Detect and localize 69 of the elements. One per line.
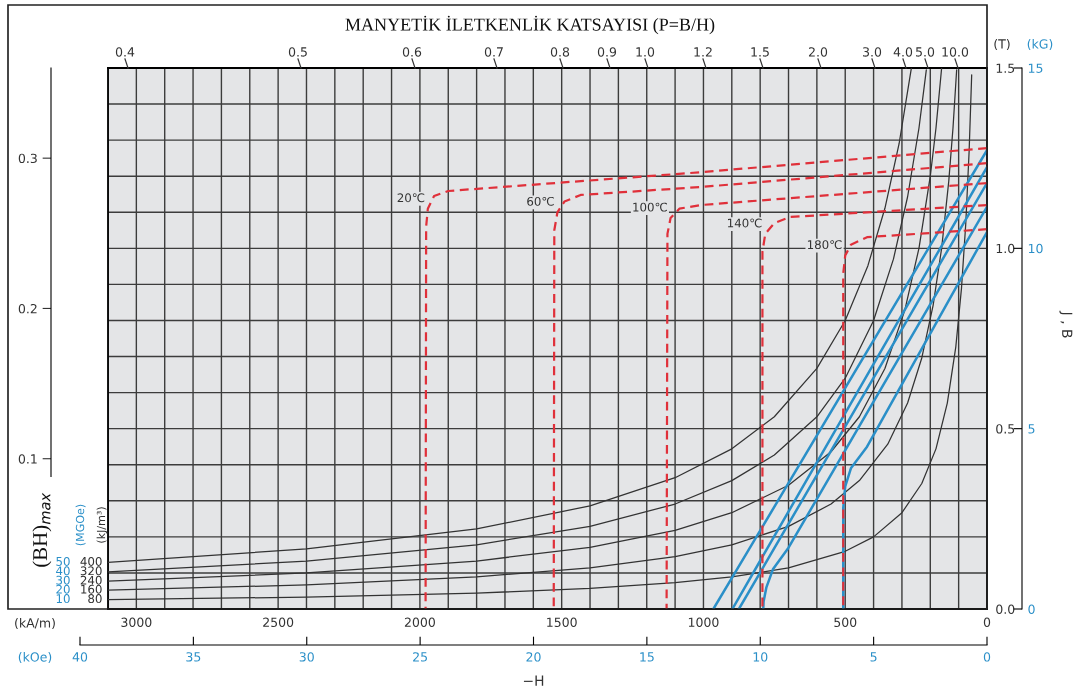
text: 20 xyxy=(56,584,70,594)
text: 10 xyxy=(56,594,70,604)
x2-tick-label: 30 xyxy=(299,652,314,662)
chart-title: MANYETİK İLETKENLİK KATSAYISI (P=B/H) xyxy=(345,15,715,35)
text: 1.5 xyxy=(751,47,769,57)
series-label: 400 xyxy=(80,556,102,566)
text: 0.9 xyxy=(597,47,617,57)
x-tick-label: 1000 xyxy=(688,617,719,628)
y2-tick-label: 5 xyxy=(1028,424,1035,434)
y-tick-label: 1.0 xyxy=(996,243,1015,254)
series-label: 180℃ xyxy=(807,240,842,250)
x-tick-label: 2500 xyxy=(263,617,294,628)
text: (BH)$_{max}$ xyxy=(32,492,52,567)
line-series xyxy=(665,181,987,609)
y3-tick-label: 0.3 xyxy=(18,153,37,164)
x2-tick-label: 20 xyxy=(526,652,541,662)
text: 30 xyxy=(56,575,70,585)
text: 40 xyxy=(56,566,70,576)
line-series xyxy=(424,146,987,609)
x2-tick-label: 5 xyxy=(870,652,877,662)
x-tick-label: 3000 xyxy=(121,617,152,628)
text: 3.0 xyxy=(863,47,882,57)
x-tick-label: 500 xyxy=(834,617,857,628)
text: 10.0 xyxy=(942,47,969,57)
y2-tick-label: 10 xyxy=(1028,243,1043,254)
text: (MGOe) xyxy=(75,504,86,546)
series-label: 60℃ xyxy=(527,196,554,206)
text: (kG) xyxy=(1027,38,1053,51)
series-label: 160 xyxy=(81,584,102,594)
x2-tick-label: 40 xyxy=(72,652,88,662)
x2-tick-label: 10 xyxy=(753,652,768,662)
y3-tick-label: 0.2 xyxy=(18,303,37,314)
x2-axis-title: (kOe) xyxy=(18,651,52,664)
y2-tick-label: 15 xyxy=(1028,63,1043,73)
series-label: 140℃ xyxy=(727,218,762,228)
text: 5.0 xyxy=(916,47,935,57)
x2-tick-label: 35 xyxy=(186,652,201,662)
text: (kA/m) xyxy=(15,617,55,630)
text: 2.0 xyxy=(808,47,828,57)
y-tick-label: 0.5 xyxy=(996,424,1015,434)
series-label: 20℃ xyxy=(397,193,425,203)
text: 0.6 xyxy=(402,47,422,57)
x-tick-label: 0 xyxy=(983,617,991,628)
series-label: 320 xyxy=(80,566,102,576)
y2-tick-label: 0 xyxy=(1028,604,1035,614)
text: 0.7 xyxy=(484,47,503,57)
y3-tick-label: 0.1 xyxy=(18,454,37,464)
line-series xyxy=(552,162,987,609)
x-tick-label: 1500 xyxy=(547,617,577,628)
series-label: 80 xyxy=(88,594,102,604)
text: 0.4 xyxy=(115,47,135,57)
text: 50 xyxy=(56,556,70,566)
x-tick-label: 2000 xyxy=(404,617,435,628)
text: 0.5 xyxy=(288,47,307,57)
series-label: 240 xyxy=(80,575,102,585)
text: 1.2 xyxy=(694,47,712,57)
text: 1.0 xyxy=(636,47,655,57)
text: 0.8 xyxy=(550,47,570,57)
x2-tick-label: 0 xyxy=(983,652,991,662)
y-tick-label: 0.0 xyxy=(996,604,1015,614)
series-label: 100℃ xyxy=(633,202,667,212)
x2-tick-label: 15 xyxy=(640,652,654,662)
text: (kJ/m³) xyxy=(96,507,108,543)
x-axis-title: −H xyxy=(523,675,544,686)
text: 4.0 xyxy=(893,47,913,57)
x2-tick-label: 25 xyxy=(413,652,427,662)
y2-axis-title: J , B xyxy=(1059,310,1073,338)
text: (T) xyxy=(994,38,1010,51)
y-tick-label: 1.5 xyxy=(996,63,1015,73)
